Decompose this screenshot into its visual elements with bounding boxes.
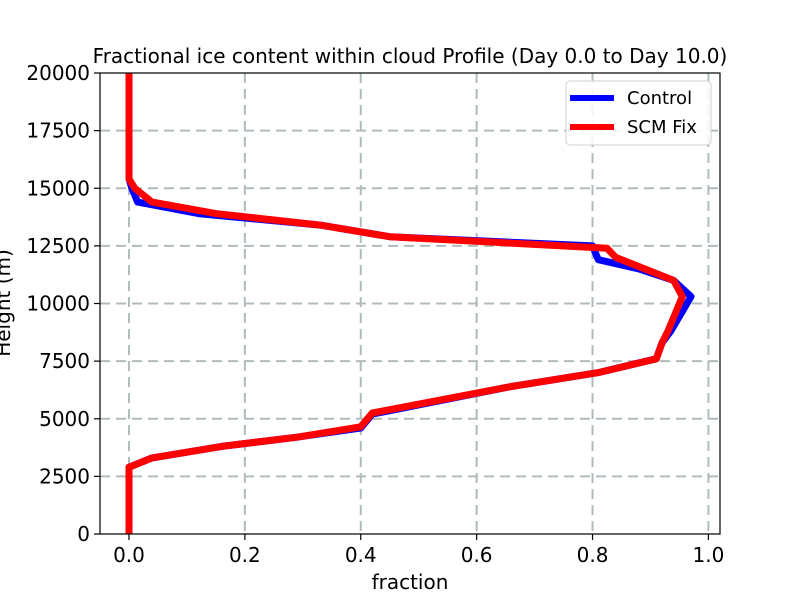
y-tick-label: 10000 (26, 292, 90, 316)
x-tick-label: 0.0 (113, 543, 145, 567)
grid-lines (100, 73, 720, 534)
x-tick-label: 0.4 (345, 543, 377, 567)
y-tick-label: 0 (77, 522, 90, 546)
y-tick-label: 2500 (39, 464, 90, 488)
legend-label-scm-fix: SCM Fix (627, 117, 697, 138)
legend: Control SCM Fix (565, 80, 712, 146)
y-tick-label: 5000 (39, 407, 90, 431)
y-tick-label: 15000 (26, 176, 90, 200)
x-tick-label: 0.6 (461, 543, 493, 567)
y-tick-label: 17500 (26, 119, 90, 143)
x-tick-label: 0.2 (229, 543, 261, 567)
x-axis-label: fraction (372, 570, 449, 594)
x-tick-label: 0.8 (577, 543, 609, 567)
x-axis-ticks: 0.0 0.2 0.4 0.6 0.8 1.0 (113, 534, 724, 567)
series-layer (125, 73, 695, 534)
x-tick-label: 1.0 (693, 543, 725, 567)
legend-label-control: Control (627, 88, 692, 109)
chart-title: Fractional ice content within cloud Prof… (93, 44, 728, 68)
series-line-scm-fix (125, 73, 686, 534)
y-tick-label: 7500 (39, 349, 90, 373)
y-axis-label: Height (m) (0, 249, 15, 357)
y-tick-label: 12500 (26, 234, 90, 258)
y-tick-label: 20000 (26, 61, 90, 85)
y-axis-ticks: 0 2500 5000 7500 10000 12500 15000 17500 20000 (26, 61, 100, 546)
